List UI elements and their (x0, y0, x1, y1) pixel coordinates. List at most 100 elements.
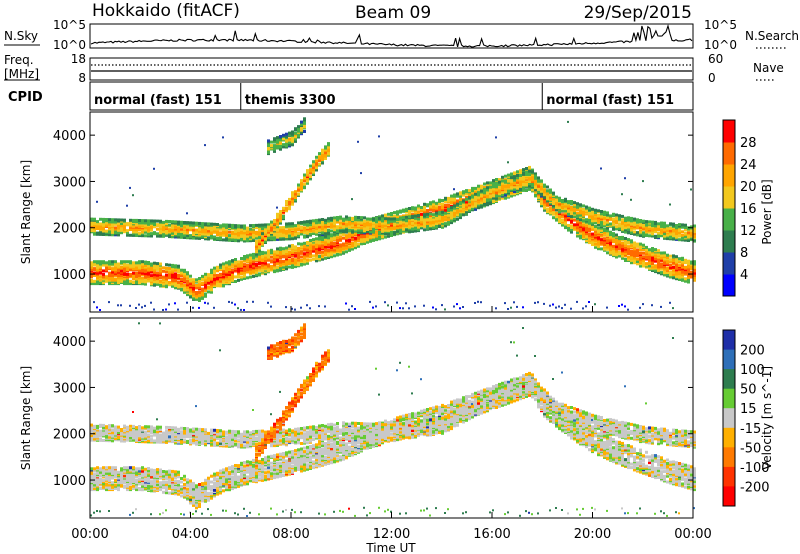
heatmap-cell (384, 224, 387, 228)
heatmap-cell (300, 221, 303, 224)
heatmap-cell (375, 216, 378, 220)
heatmap-cell (408, 207, 411, 210)
heatmap-cell (369, 235, 372, 239)
heatmap-cell (234, 258, 237, 261)
heatmap-cell (132, 274, 135, 277)
heatmap-cell (150, 221, 153, 225)
heatmap-cell (339, 223, 342, 227)
heatmap-cell (144, 221, 147, 225)
heatmap-cell (234, 235, 237, 239)
heatmap-cell (444, 218, 447, 222)
heatmap-cell (123, 226, 126, 230)
heatmap-cell (234, 224, 237, 228)
heatmap-cell (402, 224, 405, 228)
heatmap-cell (438, 198, 441, 202)
heatmap-cell (147, 219, 150, 223)
heatmap-cell (162, 266, 165, 270)
heatmap-cell (237, 278, 240, 282)
heatmap-cell (432, 306, 434, 309)
heatmap-cell (144, 228, 147, 232)
heatmap-cell (198, 277, 201, 280)
heatmap-cell (174, 282, 177, 286)
heatmap-cell (390, 217, 393, 221)
heatmap-cell (486, 181, 489, 185)
heatmap-cell (642, 255, 645, 259)
heatmap-cell (129, 282, 132, 286)
heatmap-cell (285, 260, 288, 264)
heatmap-cell (357, 216, 360, 219)
heatmap-cell (417, 204, 420, 208)
heatmap-cell (495, 307, 497, 310)
heatmap-cell (102, 272, 105, 276)
heatmap-cell (231, 223, 234, 227)
heatmap-cell (366, 226, 369, 230)
heatmap-cell (453, 193, 456, 197)
heatmap-cell (102, 222, 105, 226)
heatmap-cell (252, 259, 255, 263)
heatmap-cell (354, 236, 357, 240)
heatmap-cell (129, 260, 132, 264)
heatmap-cell (324, 305, 326, 308)
heatmap-cell (120, 218, 123, 222)
heatmap-cell (207, 302, 209, 305)
heatmap-cell (531, 170, 534, 174)
heatmap-cell (573, 218, 576, 222)
heatmap-cell (549, 188, 552, 192)
heatmap-cell (213, 229, 216, 233)
heatmap-cell (606, 251, 609, 255)
heatmap-cell (231, 270, 234, 274)
heatmap-cell (204, 292, 207, 296)
heatmap-cell (309, 239, 312, 242)
heatmap-cell (141, 264, 144, 268)
heatmap-cell (279, 252, 282, 256)
heatmap-cell (102, 227, 105, 231)
heatmap-cell (183, 268, 186, 272)
heatmap-cell (591, 207, 594, 211)
heatmap-cell (303, 120, 306, 124)
heatmap-cell (273, 268, 276, 272)
heatmap-cell (213, 235, 216, 239)
heatmap-cell (198, 221, 201, 225)
heatmap-cell (108, 301, 110, 304)
heatmap-cell (96, 265, 99, 269)
heatmap-cell (93, 301, 95, 304)
heatmap-cell (321, 151, 324, 155)
heatmap-cell (270, 255, 273, 259)
heatmap-cell (315, 161, 318, 165)
heatmap-cell (426, 203, 429, 207)
heatmap-cell (387, 217, 390, 221)
heatmap-cell (267, 147, 270, 151)
heatmap-cell (645, 245, 648, 249)
heatmap-cell (156, 234, 159, 238)
heatmap-cell (582, 219, 585, 223)
heatmap-cell (96, 275, 99, 279)
heatmap-cell (339, 226, 342, 229)
heatmap-cell (315, 250, 318, 254)
heatmap-cell (555, 211, 558, 215)
heatmap-cell (159, 268, 162, 272)
heatmap-cell (396, 301, 398, 304)
heatmap-cell (324, 245, 327, 249)
heatmap-cell (105, 268, 108, 272)
heatmap-cell (228, 238, 231, 242)
heatmap-cell (297, 231, 300, 235)
heatmap-cell (609, 222, 612, 226)
heatmap-cell (522, 171, 525, 175)
heatmap-cell (642, 303, 644, 306)
heatmap-cell (276, 218, 279, 222)
heatmap-cell (111, 267, 114, 271)
heatmap-cell (306, 234, 309, 237)
heatmap-cell (234, 275, 237, 279)
heatmap-cell (636, 248, 639, 252)
heatmap-cell (630, 198, 632, 201)
heatmap-cell (324, 221, 327, 225)
heatmap-cell (234, 280, 237, 283)
heatmap-cell (273, 263, 276, 267)
heatmap-cell (156, 232, 159, 236)
heatmap-cell (549, 304, 551, 307)
heatmap-cell (162, 234, 165, 238)
heatmap-cell (276, 247, 279, 251)
heatmap-cell (426, 209, 429, 212)
heatmap-cell (360, 216, 363, 220)
heatmap-cell (288, 206, 291, 209)
